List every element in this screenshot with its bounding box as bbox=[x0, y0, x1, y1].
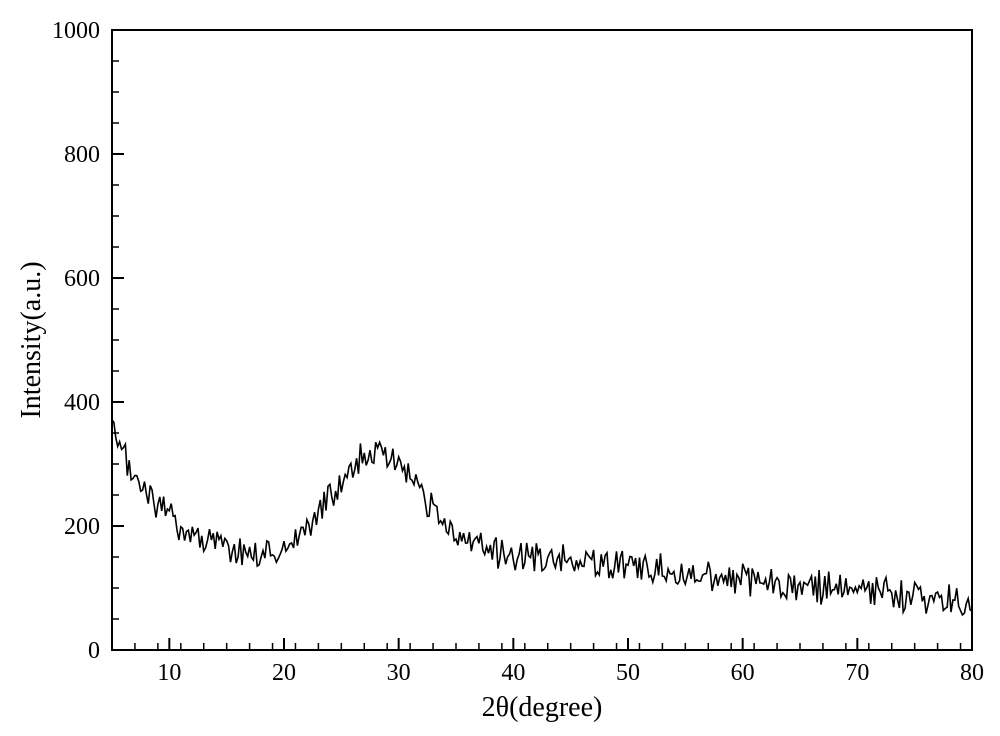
svg-text:60: 60 bbox=[731, 660, 755, 686]
svg-text:70: 70 bbox=[845, 660, 869, 686]
svg-text:600: 600 bbox=[64, 266, 100, 292]
svg-text:20: 20 bbox=[272, 660, 296, 686]
x-axis-label: 2θ(degree) bbox=[482, 692, 603, 723]
chart-svg: 1020304050607080020040060080010002θ(degr… bbox=[0, 0, 1000, 736]
svg-text:40: 40 bbox=[501, 660, 525, 686]
svg-text:800: 800 bbox=[64, 142, 100, 168]
svg-text:200: 200 bbox=[64, 514, 100, 540]
svg-text:50: 50 bbox=[616, 660, 640, 686]
svg-text:400: 400 bbox=[64, 390, 100, 416]
svg-text:30: 30 bbox=[387, 660, 411, 686]
y-axis-label: Intensity(a.u.) bbox=[16, 261, 47, 418]
svg-text:1000: 1000 bbox=[52, 18, 100, 44]
svg-text:0: 0 bbox=[88, 638, 100, 664]
svg-text:10: 10 bbox=[157, 660, 181, 686]
svg-text:80: 80 bbox=[960, 660, 984, 686]
xrd-chart: 1020304050607080020040060080010002θ(degr… bbox=[0, 0, 1000, 736]
